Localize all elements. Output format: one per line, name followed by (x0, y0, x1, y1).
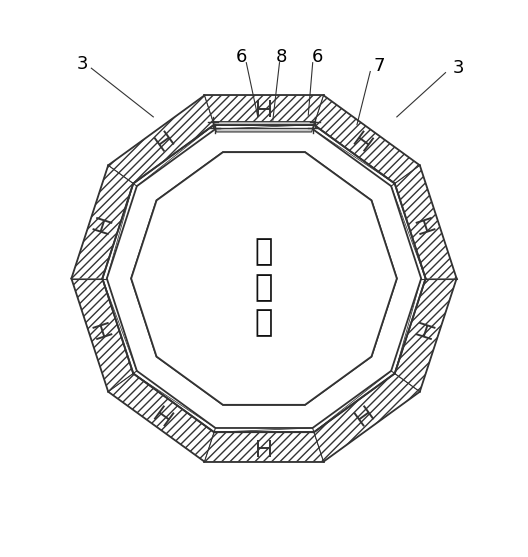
Polygon shape (102, 125, 426, 432)
Text: 6: 6 (312, 48, 323, 66)
Polygon shape (215, 128, 313, 132)
Polygon shape (314, 95, 420, 183)
Polygon shape (131, 152, 397, 405)
Text: 3: 3 (77, 55, 88, 73)
Polygon shape (71, 278, 133, 392)
Polygon shape (71, 165, 133, 278)
Polygon shape (204, 432, 324, 462)
Text: 口: 口 (255, 308, 273, 338)
Polygon shape (131, 152, 397, 405)
Polygon shape (395, 278, 457, 392)
Polygon shape (213, 121, 315, 125)
Polygon shape (395, 165, 457, 278)
Polygon shape (108, 95, 214, 183)
Text: 料: 料 (255, 273, 273, 302)
Text: 加: 加 (255, 237, 273, 266)
Polygon shape (108, 374, 214, 462)
Text: 6: 6 (236, 48, 248, 66)
Polygon shape (204, 95, 324, 125)
Polygon shape (314, 374, 420, 462)
Text: 8: 8 (276, 48, 287, 66)
Text: 3: 3 (453, 59, 465, 77)
Polygon shape (107, 129, 421, 428)
Text: 7: 7 (373, 57, 385, 75)
